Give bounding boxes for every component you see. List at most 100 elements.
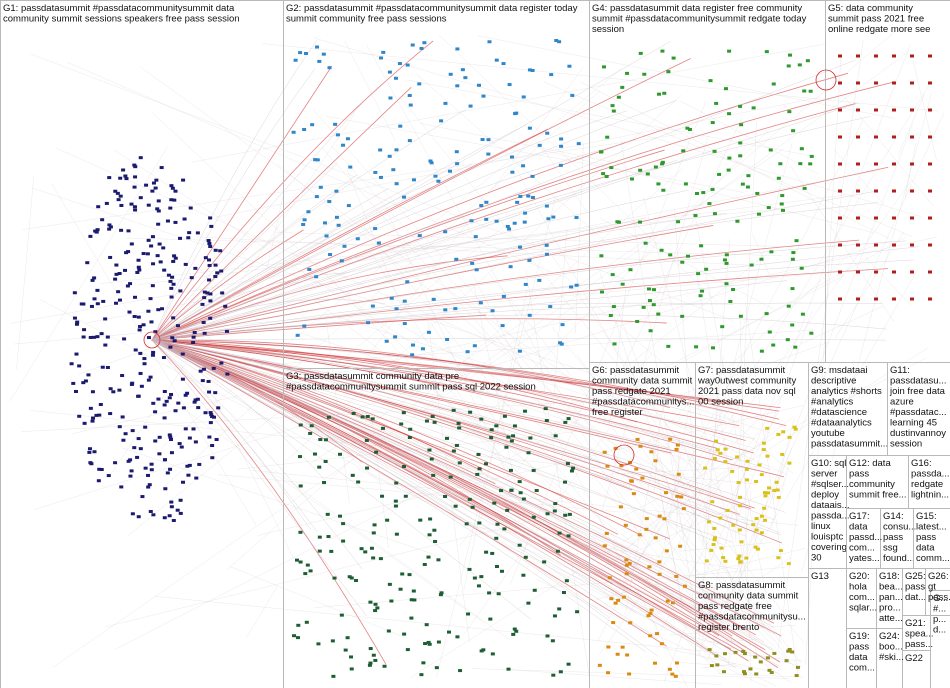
- node: [219, 269, 224, 273]
- node: [197, 462, 202, 466]
- node: [738, 504, 743, 508]
- edge: [151, 339, 648, 603]
- node: [162, 458, 167, 462]
- node: [560, 323, 565, 327]
- node: [720, 325, 725, 329]
- node: [95, 288, 100, 292]
- node: [638, 51, 643, 55]
- node: [736, 481, 741, 485]
- node: [856, 162, 860, 166]
- node: [373, 658, 378, 662]
- node: [476, 83, 481, 87]
- group-label-line: pass: [849, 642, 869, 653]
- node: [602, 450, 607, 454]
- node: [928, 297, 932, 301]
- node: [108, 225, 113, 229]
- node: [211, 415, 216, 419]
- node: [118, 194, 123, 198]
- node: [765, 656, 770, 660]
- node: [407, 139, 412, 143]
- node: [193, 398, 198, 402]
- node: [786, 304, 791, 308]
- edge: [191, 43, 826, 163]
- node: [89, 304, 94, 308]
- node: [171, 259, 176, 263]
- node: [552, 614, 557, 618]
- node: [328, 253, 333, 257]
- node: [526, 601, 531, 605]
- node: [794, 239, 799, 243]
- node: [443, 308, 448, 312]
- node: [165, 219, 170, 223]
- edge: [151, 339, 667, 647]
- node: [128, 282, 133, 286]
- node: [726, 168, 731, 172]
- node: [132, 446, 137, 450]
- node: [154, 178, 159, 182]
- group-label-line: summit free...: [849, 490, 907, 501]
- node: [128, 474, 133, 478]
- node: [433, 539, 438, 543]
- node: [181, 178, 186, 182]
- node: [317, 549, 322, 553]
- node: [424, 623, 429, 627]
- node: [910, 108, 914, 112]
- node: [771, 343, 776, 347]
- node: [156, 199, 161, 203]
- node: [892, 216, 896, 220]
- node: [488, 617, 493, 621]
- edge: [624, 392, 666, 615]
- edge: [367, 67, 583, 357]
- node: [316, 642, 321, 646]
- group-label-line: G24:: [879, 631, 900, 642]
- edge: [151, 128, 549, 341]
- node: [303, 572, 308, 576]
- node: [163, 487, 168, 491]
- node: [317, 535, 322, 539]
- node: [457, 461, 462, 465]
- node: [77, 414, 82, 418]
- node: [788, 53, 793, 57]
- node: [303, 51, 308, 55]
- node: [501, 62, 506, 66]
- node: [119, 485, 124, 489]
- node: [600, 290, 605, 294]
- node: [81, 335, 86, 339]
- node: [742, 672, 747, 676]
- node: [139, 384, 144, 388]
- node: [856, 108, 860, 112]
- group-label-line: G10: sql: [811, 458, 846, 469]
- node: [522, 220, 527, 224]
- edge: [579, 81, 890, 239]
- node: [117, 425, 122, 429]
- node: [123, 432, 128, 436]
- node: [693, 213, 698, 217]
- edge: [151, 65, 333, 341]
- node: [155, 207, 160, 211]
- node: [302, 324, 307, 328]
- node: [132, 185, 137, 189]
- group-label-line: summit #passdatacommunitysummit redgate …: [592, 14, 807, 25]
- group-label: G24: boo... #ski...: [879, 631, 904, 663]
- edge: [151, 110, 627, 341]
- node: [304, 620, 309, 624]
- node: [411, 589, 416, 593]
- node: [664, 491, 669, 495]
- node: [337, 514, 342, 518]
- node: [874, 135, 878, 139]
- node: [721, 556, 726, 560]
- node: [136, 265, 141, 269]
- node: [928, 54, 932, 58]
- node: [324, 234, 329, 238]
- node: [708, 79, 713, 83]
- edge: [151, 339, 723, 545]
- node: [490, 652, 495, 656]
- group-label: G13: [811, 571, 829, 582]
- edge: [151, 81, 896, 341]
- edge: [151, 339, 387, 665]
- group-label-line: 2021 pass data nov sql: [698, 386, 796, 397]
- node: [786, 649, 791, 653]
- edge: [614, 302, 712, 560]
- node: [490, 551, 495, 555]
- node: [401, 465, 406, 469]
